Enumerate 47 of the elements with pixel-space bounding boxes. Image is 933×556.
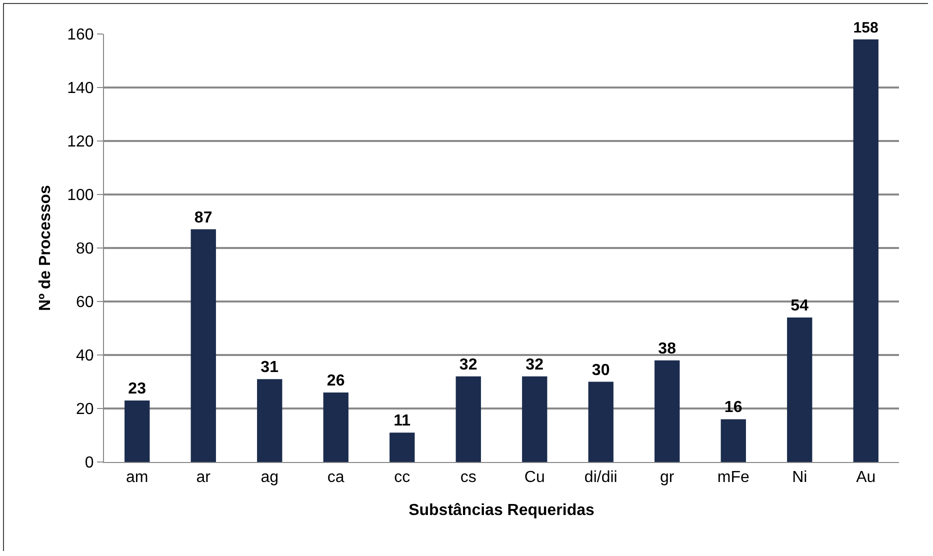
data-label: 26	[326, 372, 345, 390]
data-label: 23	[128, 380, 146, 398]
x-tick-label: mFe	[717, 469, 750, 486]
y-tick-label: 100	[67, 187, 94, 204]
bar	[588, 382, 614, 462]
data-label: 32	[526, 356, 544, 374]
x-tick-label: cs	[460, 469, 476, 486]
data-label: 16	[724, 399, 742, 416]
data-label: 38	[658, 340, 676, 358]
data-label: 54	[790, 298, 809, 315]
y-tick-label: 120	[67, 134, 94, 151]
x-tick-label: am	[126, 469, 148, 486]
x-axis-title: Substâncias Requeridas	[408, 502, 595, 519]
bar	[522, 376, 548, 462]
bar	[257, 379, 282, 462]
x-tick-label: Au	[856, 469, 876, 486]
x-tick-label: ar	[196, 469, 212, 486]
data-label: 32	[459, 356, 478, 374]
y-tick-label: 140	[67, 80, 94, 98]
y-tick-label: 40	[76, 348, 94, 365]
bar	[190, 229, 216, 462]
y-tick-label: 80	[76, 240, 94, 258]
bar	[853, 39, 878, 462]
data-label: 31	[260, 359, 279, 376]
x-tick-label: gr	[660, 469, 675, 486]
y-tick-label: 60	[76, 294, 94, 312]
bar	[124, 400, 150, 462]
y-tick-label: 160	[67, 26, 94, 44]
bar	[323, 392, 348, 462]
x-tick-label: di/dii	[584, 469, 618, 486]
x-tick-label: cc	[394, 469, 410, 486]
y-tick-label: 20	[76, 401, 94, 418]
data-label: 30	[592, 362, 610, 379]
data-label: 11	[394, 412, 411, 430]
data-label: 158	[853, 20, 878, 37]
y-axis-title: Nº de Processos	[36, 184, 54, 311]
bar	[456, 376, 481, 462]
x-tick-label: Ni	[792, 469, 808, 486]
x-tick-label: ca	[327, 469, 344, 486]
x-tick-label: Cu	[524, 469, 545, 486]
data-label: 87	[194, 209, 212, 226]
bar	[720, 419, 746, 462]
bar	[390, 432, 415, 462]
bar	[787, 318, 812, 462]
y-tick-label: 0	[84, 454, 94, 472]
x-tick-label: ag	[260, 469, 279, 486]
bar	[654, 360, 680, 462]
